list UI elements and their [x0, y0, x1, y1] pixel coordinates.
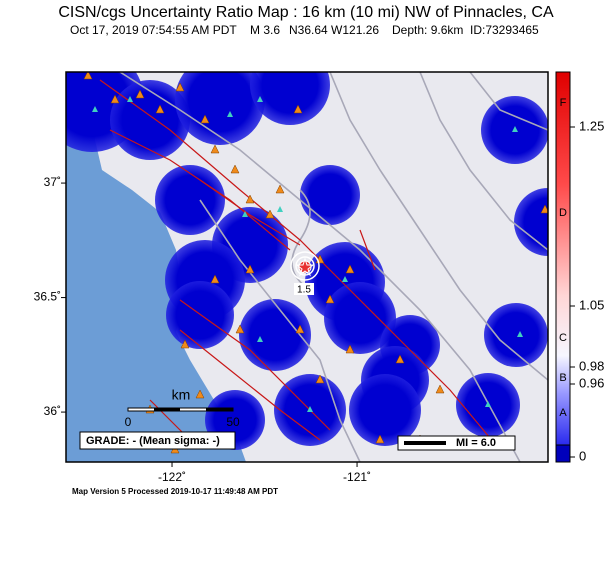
station [315, 374, 325, 384]
subtitle-item: N36.64 W121.26 [289, 23, 379, 37]
station [180, 339, 190, 349]
colorbar-tick-label: 0.96 [579, 375, 604, 390]
ocean [66, 72, 246, 462]
station [325, 294, 335, 304]
station [210, 144, 220, 154]
station-alt [127, 96, 133, 102]
station [540, 204, 548, 214]
uncertainty-area [155, 165, 225, 235]
subtitle-item: Depth: 9.6km [392, 23, 463, 37]
colorbar-tick-label: 1.25 [579, 118, 604, 133]
colorbar-tick-label: 1.05 [579, 297, 604, 312]
colorbar-tick-label: 0 [579, 448, 586, 463]
y-tick-label: 36.5˚ [34, 290, 61, 304]
uncertainty-area [300, 165, 360, 225]
contour-label-box [294, 283, 314, 295]
subtitle-item: M 3.6 [250, 23, 280, 37]
scale-label: 50 [226, 415, 240, 429]
station [175, 82, 185, 92]
colorbar-tick-label: 0.98 [579, 358, 604, 373]
contour [290, 251, 320, 281]
epicenter [295, 257, 315, 277]
station [230, 164, 240, 174]
y-tick-label: 36˚ [44, 404, 61, 418]
station [295, 324, 305, 334]
station [83, 72, 93, 80]
station-alt [485, 401, 491, 407]
legend-label: MI = 6.0 [456, 437, 496, 449]
fault [359, 229, 376, 271]
station [293, 104, 303, 114]
colorbar-letter: C [559, 332, 567, 344]
grade: GRADE: - (Mean sigma: -) [86, 435, 220, 447]
colorbar-base [555, 444, 571, 463]
uncertainty-area [175, 72, 265, 145]
station [265, 209, 275, 219]
station [195, 389, 205, 399]
uncertainty-area [349, 374, 421, 446]
station-alt [342, 276, 348, 282]
station [345, 264, 355, 274]
uncertainty-area [484, 303, 548, 367]
station-alt [517, 331, 523, 337]
station [375, 434, 385, 444]
scale-label: 0 [125, 415, 132, 429]
station [245, 264, 255, 274]
station [275, 184, 285, 194]
grade-box [79, 431, 236, 450]
uncertainty-area [514, 188, 548, 256]
station-alt [92, 106, 98, 112]
title: CISN/cgs Uncertainty Ratio Map : 16 km (… [58, 4, 554, 21]
uncertainty-area [239, 299, 311, 371]
colorbar [555, 71, 571, 446]
road [469, 72, 548, 131]
road [419, 72, 548, 251]
road [199, 199, 361, 462]
colorbar-letter: F [560, 97, 567, 109]
fault [179, 299, 331, 431]
scale-bar-seg [154, 408, 180, 411]
station [110, 94, 120, 104]
y-tick-label: 37˚ [44, 175, 61, 189]
station [210, 274, 220, 284]
subtitle-item: ID:73293465 [470, 23, 539, 37]
station [435, 384, 445, 394]
contour [295, 256, 315, 276]
fault [179, 329, 321, 441]
station [345, 344, 355, 354]
station [245, 194, 255, 204]
station [200, 114, 210, 124]
subtitle-item: Oct 17, 2019 07:54:55 AM PDT [70, 23, 237, 37]
colorbar-letter: A [559, 407, 567, 419]
colorbar-letter: D [559, 207, 567, 219]
x-tick-label: -121˚ [343, 470, 371, 484]
station [135, 89, 145, 99]
colorbar-letter: B [559, 372, 566, 384]
station [235, 324, 245, 334]
fault [199, 179, 301, 246]
map: 1.5 [66, 72, 548, 462]
station-alt [307, 406, 313, 412]
footer: Map Version 5 Processed 2019-10-17 11:49… [72, 487, 278, 496]
uncertainty-area [250, 72, 330, 125]
station-alt [512, 126, 518, 132]
station-alt [242, 211, 248, 217]
station [395, 354, 405, 364]
station-alt [257, 96, 263, 102]
map-frame [65, 71, 549, 463]
station-alt [257, 336, 263, 342]
scale-unit: km [172, 387, 191, 403]
road [329, 72, 548, 381]
road [119, 72, 521, 462]
uncertainty-area [324, 282, 396, 354]
legend-box [397, 435, 516, 451]
station-alt [227, 111, 233, 117]
station [155, 104, 165, 114]
scale-bar-seg [206, 408, 233, 411]
x-tick-label: -122˚ [158, 470, 186, 484]
station-alt [277, 206, 283, 212]
contour-label: 1.5 [297, 285, 311, 296]
fault [99, 79, 501, 451]
